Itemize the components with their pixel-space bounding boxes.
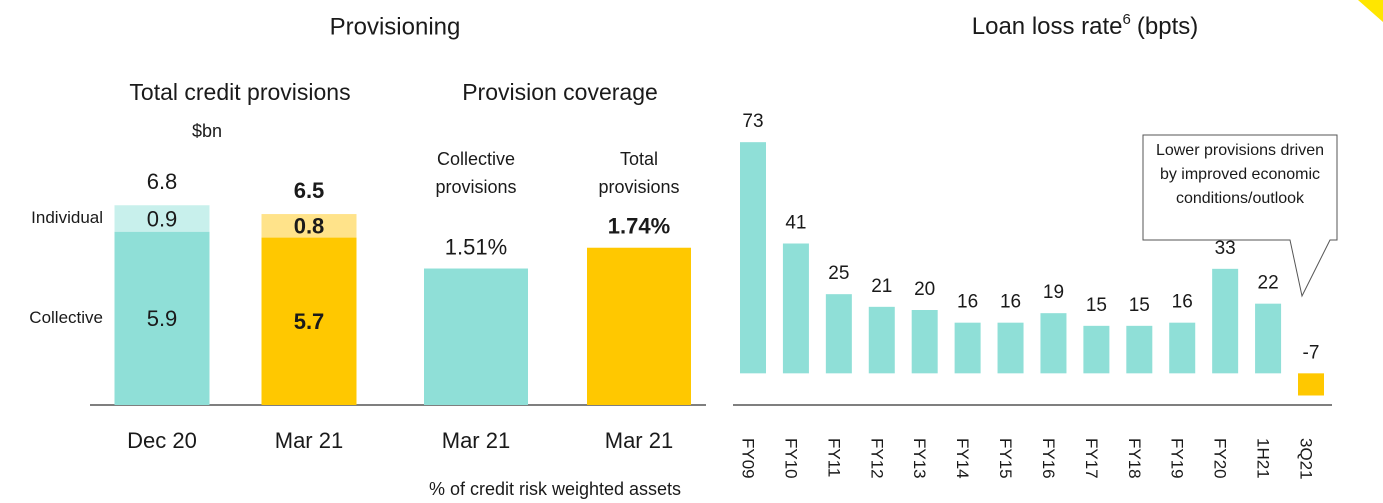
- value-label: 16: [1172, 292, 1193, 313]
- value-label: 19: [1043, 282, 1064, 303]
- heading-unit: (bpts): [1137, 13, 1198, 40]
- x-tick-label: FY20: [1211, 438, 1230, 479]
- x-tick-label: FY12: [867, 438, 886, 479]
- value-label: 16: [1000, 292, 1021, 313]
- x-tick-label: Dec 20: [127, 428, 197, 453]
- value-label: 16: [957, 292, 978, 313]
- bar: [997, 322, 1024, 374]
- series-label: Individual: [31, 208, 103, 227]
- x-tick-label: FY19: [1168, 438, 1187, 479]
- bar-segment: [114, 231, 210, 405]
- bar: [1212, 268, 1239, 374]
- value-label: 41: [785, 213, 806, 234]
- x-tick-label: Mar 21: [442, 428, 510, 453]
- bar: [911, 310, 938, 374]
- value-label: 1.51%: [445, 234, 507, 259]
- bar: [1169, 322, 1196, 374]
- x-tick-label: FY14: [953, 438, 972, 479]
- chart-title: Provision coverage: [462, 79, 658, 105]
- bar: [587, 247, 691, 405]
- value-label: 22: [1258, 273, 1279, 294]
- value-label: 5.9: [147, 306, 178, 331]
- bar: [1083, 325, 1110, 374]
- series-label: Collective: [29, 308, 103, 327]
- bar: [1255, 303, 1282, 374]
- value-label: 0.9: [147, 206, 178, 231]
- x-tick-label: Mar 21: [275, 428, 343, 453]
- value-label: 21: [871, 276, 892, 297]
- value-label: 20: [914, 279, 935, 300]
- bar: [740, 142, 766, 374]
- total-label: 6.5: [294, 178, 325, 203]
- x-tick-label: FY15: [996, 438, 1015, 479]
- bar: [954, 322, 981, 374]
- value-label: 73: [742, 111, 763, 132]
- annotation: Lower provisions driven by improved econ…: [1155, 142, 1325, 207]
- category-header: Collective provisions: [435, 149, 517, 197]
- bar: [424, 268, 528, 405]
- bar-segment: [261, 237, 357, 405]
- bar-segment: [114, 205, 210, 232]
- value-label: 1.74%: [608, 214, 670, 239]
- x-tick-label: FY18: [1125, 438, 1144, 479]
- value-label: 0.8: [294, 214, 325, 239]
- value-label: -7: [1303, 342, 1320, 363]
- bar: [868, 306, 895, 374]
- corner-decoration: [1358, 0, 1383, 22]
- total-label: 6.8: [147, 169, 178, 194]
- bar-segment: [261, 214, 357, 238]
- heading: Loan loss rate6 (bpts): [972, 11, 1198, 40]
- value-label: 5.7: [294, 309, 325, 334]
- x-tick-label: FY13: [910, 438, 929, 479]
- x-tick-label: FY16: [1039, 438, 1058, 479]
- x-tick-label: FY09: [739, 438, 758, 479]
- x-tick-label: 1H21: [1254, 438, 1273, 479]
- x-tick-label: FY10: [781, 438, 800, 479]
- x-tick-label: Mar 21: [605, 428, 673, 453]
- heading-sup: 6: [1123, 11, 1131, 28]
- x-tick-label: FY17: [1082, 438, 1101, 479]
- callout-box: [1142, 134, 1338, 298]
- chart-subtitle: $bn: [192, 121, 222, 141]
- value-label: 33: [1215, 238, 1236, 259]
- chart-title: Total credit provisions: [129, 79, 350, 105]
- value-label: 15: [1086, 295, 1107, 316]
- x-tick-label: FY11: [824, 438, 843, 477]
- category-header: Total provisions: [598, 149, 680, 197]
- bar: [782, 243, 809, 374]
- bar: [1298, 373, 1324, 396]
- bar: [1040, 313, 1067, 374]
- heading-text: Loan loss rate: [972, 13, 1123, 40]
- x-tick-label: 3Q21: [1297, 438, 1316, 480]
- value-label: 25: [828, 263, 849, 284]
- value-label: 15: [1129, 295, 1150, 316]
- heading: Provisioning: [330, 13, 461, 40]
- bar: [825, 294, 852, 374]
- bar: [1126, 325, 1153, 374]
- footnote: % of credit risk weighted assets: [429, 479, 681, 499]
